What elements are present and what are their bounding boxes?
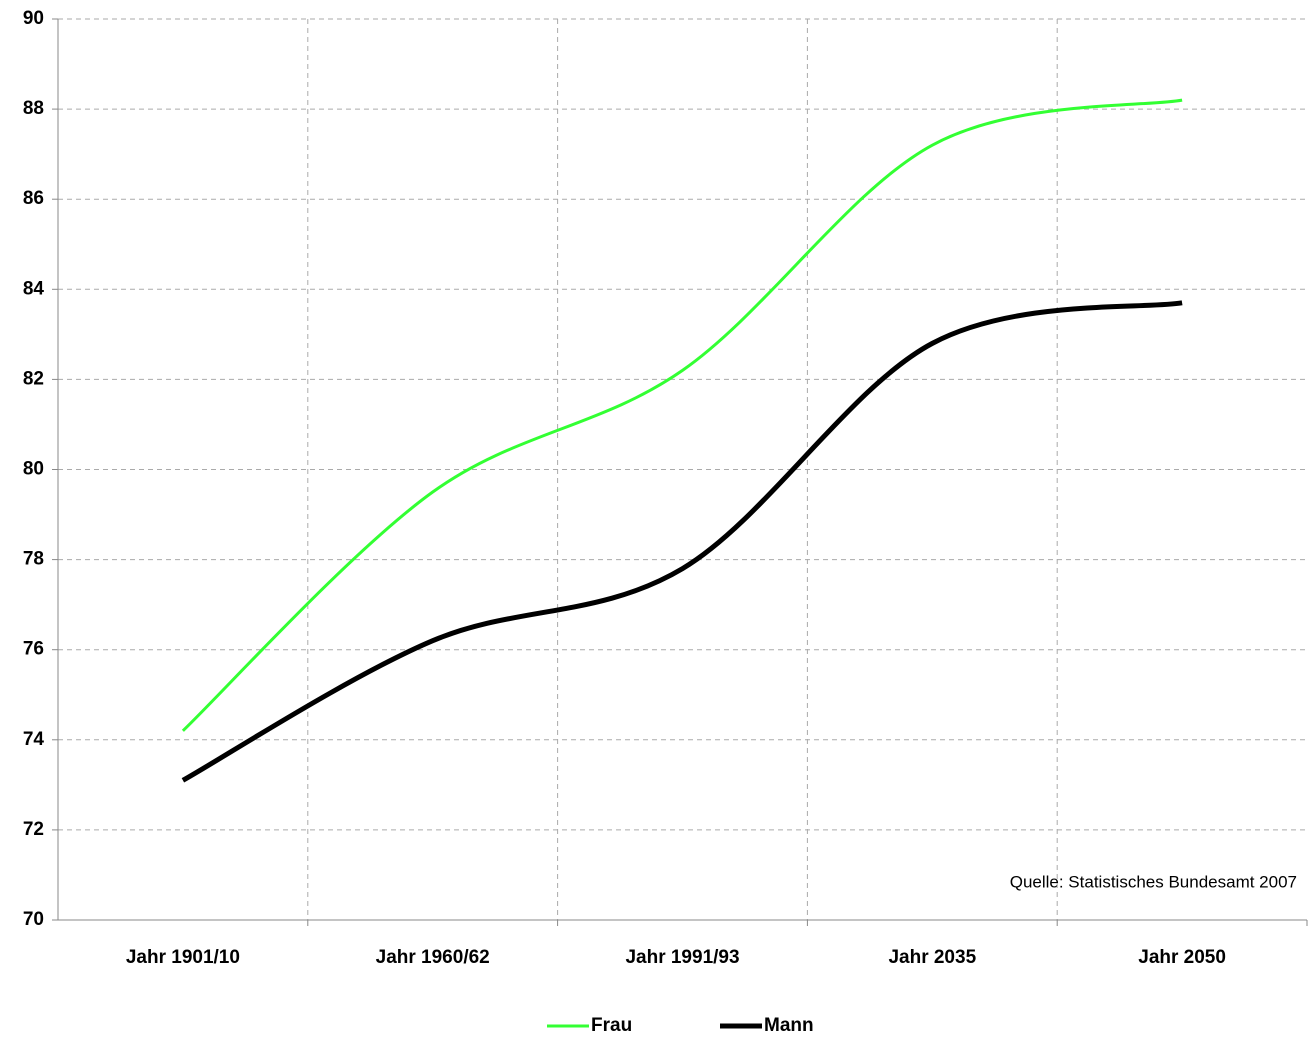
x-tick-label: Jahr 1901/10 bbox=[126, 947, 240, 968]
y-tick-label: 82 bbox=[23, 368, 44, 389]
y-tick-label: 76 bbox=[23, 639, 44, 660]
y-tick-label: 72 bbox=[23, 819, 44, 840]
legend-label: Frau bbox=[591, 1015, 632, 1036]
y-tick-label: 74 bbox=[23, 729, 45, 750]
y-tick-label: 84 bbox=[23, 278, 45, 299]
series-line bbox=[181, 98, 1183, 732]
legend-label: Mann bbox=[764, 1015, 814, 1036]
x-tick-label: Jahr 1960/62 bbox=[376, 947, 490, 968]
x-tick-label: Jahr 1991/93 bbox=[625, 947, 739, 968]
y-tick-label: 90 bbox=[23, 8, 44, 29]
source-note: Quelle: Statistisches Bundesamt 2007 bbox=[1010, 872, 1297, 891]
x-tick-label: Jahr 2035 bbox=[888, 947, 976, 968]
series-line bbox=[181, 300, 1183, 783]
y-tick-label: 80 bbox=[23, 459, 44, 480]
y-tick-label: 70 bbox=[23, 909, 44, 930]
y-tick-label: 78 bbox=[23, 549, 44, 570]
y-tick-label: 88 bbox=[23, 98, 44, 119]
x-tick-label: Jahr 2050 bbox=[1138, 947, 1226, 968]
y-tick-label: 86 bbox=[23, 188, 44, 209]
